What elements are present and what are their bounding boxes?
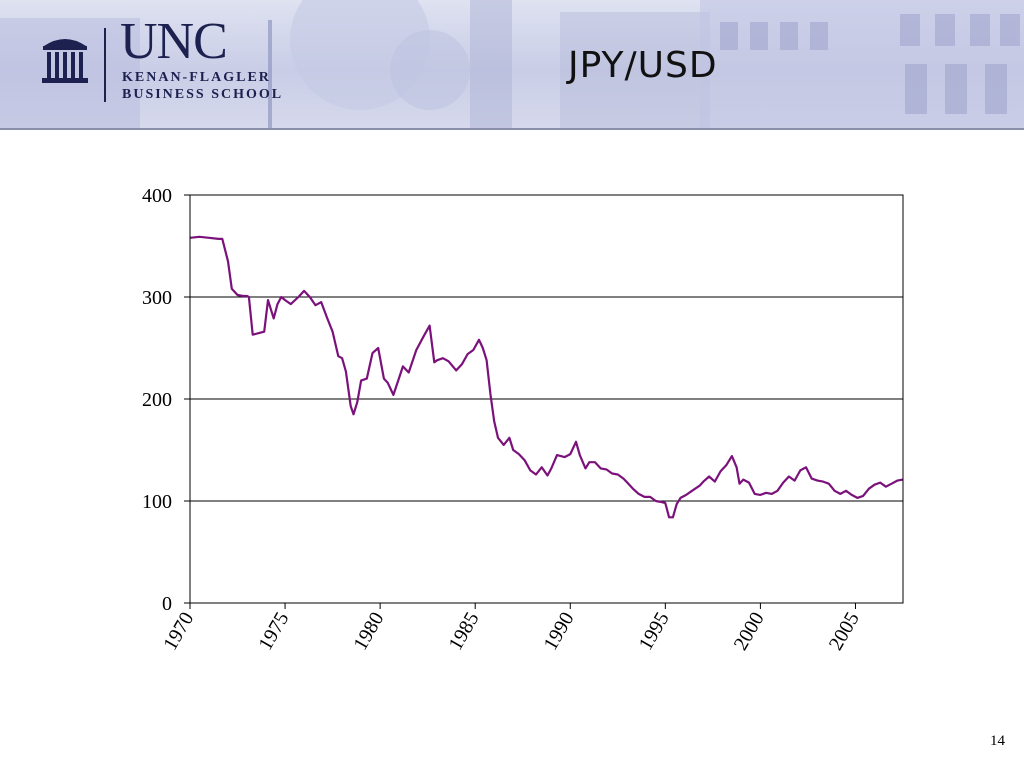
slide-title: JPY/USD [568, 45, 718, 86]
y-tick-label: 400 [142, 185, 172, 207]
series-line-jpy-usd [189, 235, 904, 519]
x-tick-label: 2005 [825, 609, 864, 655]
y-tick-label: 0 [162, 593, 172, 615]
x-axis: 1970 1975 1980 1985 1990 1995 2000 2005 [159, 603, 864, 654]
x-tick-label: 1995 [635, 609, 674, 655]
building-center [560, 12, 710, 128]
lamp-post [268, 20, 272, 128]
logo-business-school-text: BUSINESS SCHOOL [122, 87, 284, 102]
logo-unc-text: UNC [120, 13, 228, 70]
tower [470, 0, 512, 128]
x-tick-label: 2000 [730, 609, 769, 655]
x-tick-label: 1985 [444, 609, 483, 655]
y-tick-label: 100 [142, 491, 172, 513]
y-axis: 0 100 200 300 400 [142, 185, 190, 615]
campus-photo-background [0, 0, 1024, 128]
gridlines [190, 194, 903, 604]
building-windows [720, 14, 1020, 114]
series-layer [189, 235, 904, 519]
y-tick-label: 300 [142, 287, 172, 309]
x-tick-label: 1975 [254, 609, 293, 655]
logo-kenan-flagler-text: KENAN-FLAGLER [122, 70, 271, 85]
logo-divider [104, 28, 106, 102]
tree-foliage-2 [390, 30, 470, 110]
building-left [0, 18, 140, 128]
old-well-icon [42, 39, 88, 83]
header-banner: UNC KENAN-FLAGLER BUSINESS SCHOOL JPY/US… [0, 0, 1024, 130]
x-tick-label: 1980 [349, 609, 388, 655]
x-tick-label: 1970 [159, 609, 198, 655]
page-number: 14 [990, 733, 1005, 749]
y-tick-label: 200 [142, 389, 172, 411]
x-tick-label: 1990 [540, 609, 579, 655]
